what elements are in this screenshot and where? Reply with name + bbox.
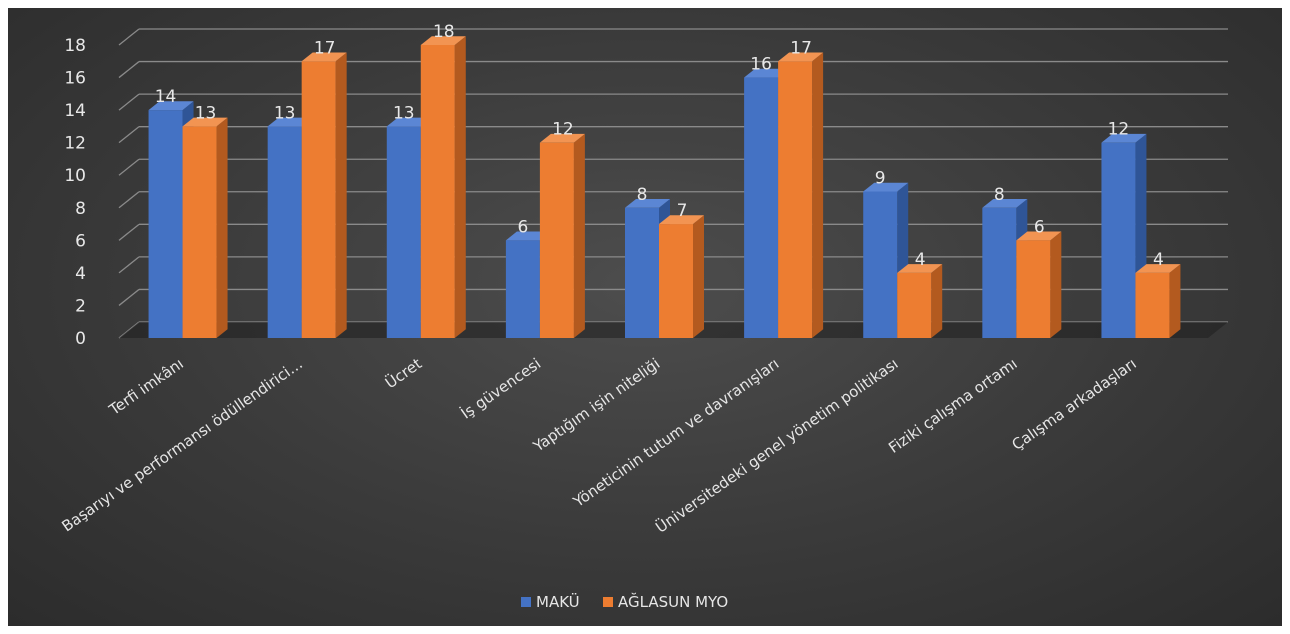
bar-side xyxy=(693,215,704,338)
data-label: 16 xyxy=(750,55,772,75)
bar-top xyxy=(659,215,704,225)
bar xyxy=(386,126,421,338)
data-label: 14 xyxy=(155,87,177,107)
data-label: 12 xyxy=(552,120,574,140)
bar xyxy=(1135,272,1170,338)
bar-top xyxy=(897,264,943,273)
data-label: 18 xyxy=(433,22,455,42)
y-tick-label: 16 xyxy=(64,69,86,89)
bar-top xyxy=(778,52,824,62)
bar xyxy=(301,61,336,339)
category-label: Çalışma arkadaşları xyxy=(1009,355,1140,454)
gridline-diagonal xyxy=(118,191,140,209)
data-label: 13 xyxy=(274,103,296,123)
bar xyxy=(897,272,932,338)
gridline-diagonal xyxy=(118,288,140,306)
bar xyxy=(1016,240,1051,338)
bar-top xyxy=(505,231,551,241)
bar xyxy=(863,191,898,338)
bar-side xyxy=(812,52,824,338)
legend-entry: MAKÜ xyxy=(536,592,580,611)
data-label: 6 xyxy=(517,217,528,237)
gridline-diagonal xyxy=(118,256,140,274)
bar-top xyxy=(625,198,670,208)
data-label: 17 xyxy=(314,38,336,58)
data-label: 9 xyxy=(875,169,886,189)
y-tick-label: 2 xyxy=(75,296,86,316)
gridline-diagonal xyxy=(118,61,140,79)
data-label: 8 xyxy=(994,185,1005,205)
bar-side xyxy=(1169,264,1181,338)
bar xyxy=(778,61,813,339)
bar-top xyxy=(386,117,432,127)
gridline-diagonal xyxy=(118,223,140,241)
bar xyxy=(625,207,659,338)
bar xyxy=(267,126,302,338)
category-label: Yaptığım işin niteliği xyxy=(529,355,663,456)
bar xyxy=(982,207,1017,338)
y-tick-label: 4 xyxy=(75,264,86,284)
bar-top xyxy=(744,68,790,78)
bar-top xyxy=(267,117,313,127)
y-tick-label: 8 xyxy=(75,199,86,219)
category-label: İş güvencesi xyxy=(457,354,544,423)
bar xyxy=(1101,142,1136,338)
bar-top xyxy=(182,117,228,127)
bar-top xyxy=(863,182,909,192)
bar-chart: 0 2 4 6 8 10 12 14 16 18 14 13 Terfi imkânı 13 17 Başar… xyxy=(58,22,1228,611)
bar-top xyxy=(1101,133,1147,143)
bar xyxy=(148,110,183,338)
y-tick-label: 18 xyxy=(64,36,86,56)
gridline-diagonal xyxy=(118,126,140,144)
category-label: Fiziki çalışma ortamı xyxy=(885,355,1020,457)
category-label: Terfi imkânı xyxy=(105,355,187,420)
legend-swatch xyxy=(521,597,531,607)
data-label: 12 xyxy=(1108,120,1130,140)
bar-side xyxy=(931,264,943,338)
category-label: Yöneticinin tutum ve davranışları xyxy=(569,355,782,512)
gridline-diagonal xyxy=(118,28,140,46)
y-tick-label: 10 xyxy=(64,166,86,186)
y-tick-label: 12 xyxy=(64,134,86,154)
legend-entry: AĞLASUN MYO xyxy=(618,592,728,611)
bar xyxy=(420,45,455,338)
y-tick-label: 0 xyxy=(75,329,86,349)
data-label: 13 xyxy=(393,103,415,123)
bar-side xyxy=(573,133,585,338)
y-tick-label: 14 xyxy=(64,101,86,121)
bar xyxy=(539,142,574,338)
data-label: 8 xyxy=(637,185,648,205)
y-tick-label: 6 xyxy=(75,231,86,251)
data-label: 6 xyxy=(1034,217,1045,237)
category-label: Başarıyı ve performansı ödüllendirici… xyxy=(58,355,306,536)
data-label: 7 xyxy=(677,201,688,221)
data-label: 17 xyxy=(790,38,812,58)
bar xyxy=(659,224,693,338)
bar-top xyxy=(1135,264,1181,273)
bar xyxy=(744,77,779,339)
bar-side xyxy=(335,52,347,338)
bar-top xyxy=(148,101,194,111)
data-label: 4 xyxy=(915,250,926,270)
bar-top xyxy=(539,133,585,143)
data-label: 4 xyxy=(1153,250,1164,270)
bar-top xyxy=(982,198,1028,208)
bar-top xyxy=(1016,231,1062,241)
bar xyxy=(505,240,540,338)
bar xyxy=(182,126,217,338)
gridline-diagonal xyxy=(118,158,140,176)
category-label: Ücret xyxy=(381,354,425,393)
legend-swatch xyxy=(603,597,613,607)
category-label: Üniversitedeki genel yönetim politikası xyxy=(652,354,902,537)
data-label: 13 xyxy=(195,103,217,123)
chart-area: 0 2 4 6 8 10 12 14 16 18 14 13 Terfi imkânı 13 17 Başar… xyxy=(8,8,1282,626)
bar-top xyxy=(301,52,347,62)
gridline-diagonal xyxy=(118,93,140,111)
bar-top xyxy=(420,36,466,45)
bar-side xyxy=(216,117,228,338)
bar-side xyxy=(454,36,466,338)
bar-side xyxy=(1050,231,1062,338)
